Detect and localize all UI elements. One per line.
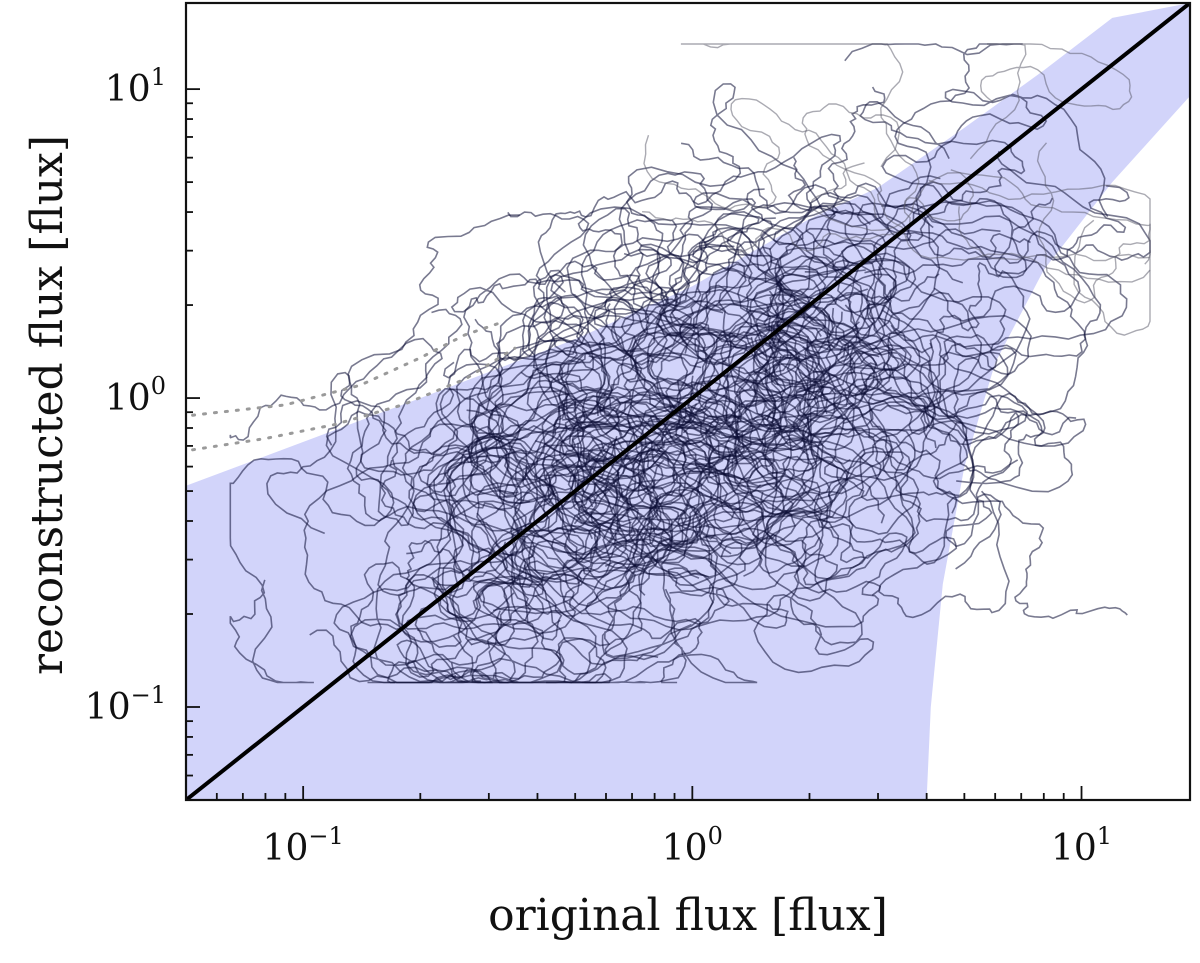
trajectory-path — [645, 357, 1077, 484]
trajectory-path — [470, 286, 722, 596]
trajectory-series — [229, 43, 1151, 684]
trajectory-path — [527, 245, 735, 384]
trajectory-path — [919, 342, 1128, 620]
trajectory-path — [309, 629, 607, 684]
trajectory-path — [703, 491, 875, 674]
trajectory-path — [695, 336, 1046, 483]
trajectory-path — [787, 418, 1010, 619]
trajectory-path — [581, 523, 758, 684]
x-tick-label: 10−1 — [263, 822, 344, 869]
trajectory-path — [408, 449, 650, 641]
trajectory-path — [667, 261, 1032, 413]
trajectory-path — [704, 242, 936, 431]
trajectory-path — [463, 273, 801, 460]
trajectory-path — [777, 209, 1087, 435]
trajectory-path — [864, 150, 1151, 276]
trajectory-path — [610, 226, 754, 415]
x-tick-label: 100 — [662, 822, 723, 869]
x-axis-label: original flux [flux] — [488, 890, 888, 941]
trajectory-path — [809, 162, 1151, 265]
trajectory-path — [462, 353, 702, 554]
trajectory-path — [704, 405, 958, 596]
trajectory-path — [433, 447, 715, 666]
trajectory-path — [801, 103, 1151, 283]
y-axis-ticks: 10−1 100 101 — [85, 63, 200, 801]
identity-line — [186, 3, 1190, 800]
trajectory-path — [538, 363, 790, 487]
trajectory-path — [653, 188, 829, 458]
trajectory-path — [396, 509, 674, 684]
trajectory-path — [642, 169, 974, 253]
y-tick-label: 101 — [105, 63, 166, 110]
trajectory-path — [443, 403, 746, 597]
trajectory-path — [406, 339, 594, 555]
plot-frame — [184, 1, 1192, 802]
trajectory-path — [266, 371, 545, 630]
trajectory-path — [844, 43, 1023, 229]
trajectory-path — [881, 88, 1109, 322]
plot-area — [186, 3, 1190, 800]
trajectory-path — [412, 409, 576, 534]
trajectory-path — [350, 561, 545, 684]
trajectory-path — [581, 227, 856, 564]
trajectory-path — [380, 459, 628, 684]
trajectory-path — [428, 420, 664, 647]
outlier-paths — [191, 321, 517, 452]
trajectory-path — [643, 97, 877, 219]
trajectory-path — [680, 43, 920, 209]
trajectory-path — [695, 86, 886, 511]
trajectory-path — [764, 376, 937, 602]
trajectory-path — [692, 204, 1017, 393]
trajectory-path — [552, 218, 752, 427]
trajectory-path — [405, 407, 708, 620]
y-tick-label: 100 — [105, 372, 166, 419]
x-axis-ticks: 10−1 100 101 — [185, 786, 1112, 869]
trajectory-path — [840, 185, 1130, 396]
trajectory-path — [647, 354, 962, 456]
trajectory-path — [229, 337, 564, 522]
trajectory-path — [625, 83, 941, 305]
trajectory-path — [325, 298, 720, 497]
trajectory-path — [592, 300, 776, 531]
trajectory-path — [476, 379, 916, 491]
trajectory-path — [618, 171, 941, 352]
trajectory-path — [957, 206, 1151, 336]
trajectory-path — [682, 261, 1031, 530]
y-tick-label: 10−1 — [85, 681, 166, 728]
trajectory-path — [487, 379, 782, 625]
trajectory-path — [417, 307, 748, 649]
trajectory-path — [928, 142, 1151, 304]
y-axis-label: reconstructed flux [flux] — [22, 135, 73, 675]
trajectory-path — [533, 459, 703, 684]
trajectory-path — [532, 210, 760, 472]
trajectory-path — [722, 273, 940, 436]
trajectory-path — [474, 243, 806, 362]
trajectory-path — [377, 308, 642, 527]
outlier-dotted-path — [191, 346, 517, 452]
trajectory-path — [395, 390, 577, 643]
trajectory-path — [566, 233, 855, 508]
outlier-dotted-path — [191, 321, 502, 417]
trajectory-path — [349, 545, 580, 683]
x-tick-label: 101 — [1051, 822, 1112, 869]
trajectory-path — [476, 374, 806, 533]
